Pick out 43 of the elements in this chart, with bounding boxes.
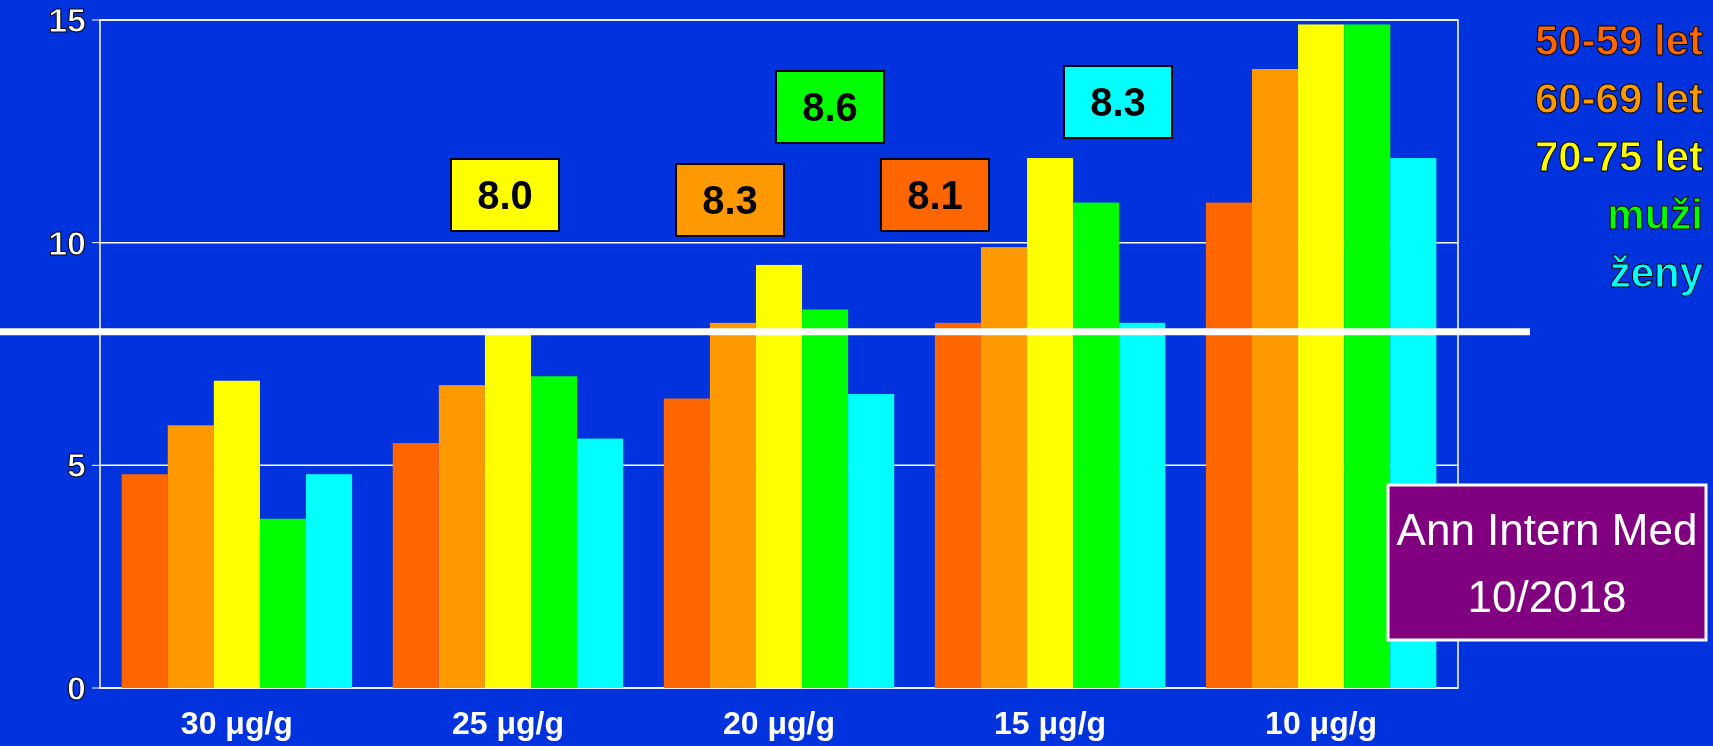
bar — [306, 474, 353, 688]
bar — [1344, 24, 1391, 688]
bar — [259, 518, 306, 688]
x-tick-label: 20 μg/g — [722, 705, 836, 741]
bar — [663, 398, 710, 688]
bar — [1027, 158, 1074, 688]
bar — [709, 322, 756, 688]
bar — [167, 425, 214, 688]
bar — [577, 438, 624, 688]
y-tick-label: 5 — [67, 446, 86, 485]
bar — [848, 394, 895, 688]
text: 60-69 let — [1534, 74, 1704, 122]
bar — [121, 474, 168, 688]
bar — [392, 443, 439, 688]
bar — [213, 380, 260, 688]
bar — [755, 264, 803, 688]
annotation: 8.1 — [907, 173, 963, 218]
bar — [1298, 24, 1345, 688]
bar — [980, 247, 1028, 688]
annotation: 8.3 — [1090, 80, 1146, 125]
bar — [934, 322, 981, 688]
x-tick-label: 25 μg/g — [451, 705, 564, 741]
annotation: 8.0 — [477, 173, 533, 218]
y-tick-label: 10 — [48, 223, 86, 262]
y-tick-label: 15 — [48, 0, 86, 39]
bar — [438, 385, 485, 688]
text: 50-59 let — [1534, 16, 1704, 64]
text: ženy — [1609, 248, 1704, 296]
bar — [802, 309, 849, 688]
bar — [530, 376, 578, 688]
x-tick-label: 15 μg/g — [994, 705, 1107, 741]
y-tick-label: 0 — [67, 668, 86, 707]
bar — [1073, 202, 1120, 688]
bar — [1252, 68, 1299, 688]
bar — [1119, 322, 1166, 688]
text: 70-75 let — [1534, 132, 1704, 180]
annotation: 8.6 — [802, 85, 858, 130]
annotation: Ann Intern Med 10/2018 — [1396, 505, 1698, 621]
x-tick-label: 30 μg/g — [180, 705, 293, 741]
annotation: 8.3 — [702, 178, 758, 223]
bar — [1205, 202, 1252, 688]
x-tick-label: 10 μg/g — [1265, 705, 1378, 741]
text: muži — [1607, 190, 1703, 238]
